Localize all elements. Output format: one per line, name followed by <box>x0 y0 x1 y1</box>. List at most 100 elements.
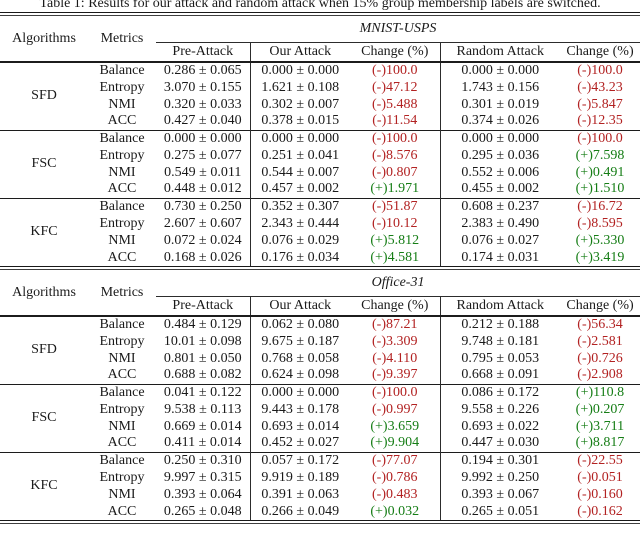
change-our-attack: (-)11.54 <box>372 113 418 129</box>
column-header-change-our: Change (%) <box>361 297 429 313</box>
value-pre-attack: 0.072 ± 0.024 <box>163 232 242 248</box>
column-header-change-random: Change (%) <box>566 43 634 59</box>
table-row: NMI 0.801 ± 0.050 0.768 ± 0.058 (-)4.110 0.7… <box>0 350 640 367</box>
value-random-attack: 0.194 ± 0.301 <box>439 452 560 469</box>
table-row: SFD Balance 0.484 ± 0.129 0.062 ± 0.080 (-)8… <box>0 316 640 357</box>
change-our-attack: (-)0.997 <box>372 401 418 417</box>
value-pre-attack: 2.607 ± 0.607 <box>163 215 242 231</box>
change-our-attack: (+)4.581 <box>370 249 420 265</box>
value-pre-attack: 0.320 ± 0.033 <box>163 96 242 112</box>
value-pre-attack: 0.484 ± 0.129 <box>163 317 242 332</box>
value-random-attack: 0.374 ± 0.026 <box>439 113 560 130</box>
value-random-attack: 0.668 ± 0.091 <box>439 367 560 384</box>
column-header-metrics: Metrics <box>100 30 144 46</box>
column-header-our-attack: Our Attack <box>249 296 350 316</box>
metric-label: Entropy <box>99 469 145 485</box>
table-row: ACC 0.688 ± 0.082 0.624 ± 0.098 (-)9.397 0.6… <box>0 367 640 384</box>
value-pre-attack: 10.01 ± 0.098 <box>163 333 242 349</box>
algorithm-group-sfd: SFD Balance 0.286 ± 0.065 0.000 ± 0.000 (-)1… <box>0 62 640 130</box>
algorithm-label: KFC <box>30 224 58 240</box>
table-row: NMI 0.549 ± 0.011 0.544 ± 0.007 (-)0.807 0.5… <box>0 164 640 181</box>
change-our-attack: (-)10.12 <box>372 215 418 231</box>
table-row: ACC 0.411 ± 0.014 0.452 ± 0.027 (+)9.904 0.4… <box>0 435 640 452</box>
value-pre-attack: 0.549 ± 0.011 <box>164 164 242 180</box>
metric-label: Entropy <box>99 401 145 417</box>
change-our-attack: (-)100.0 <box>372 63 418 78</box>
change-random-attack: (+)3.419 <box>575 249 625 265</box>
results-table-mnist-usps: Algorithms Metrics MNIST-USPS Pre-Attack… <box>0 16 640 266</box>
value-pre-attack: 0.669 ± 0.014 <box>163 418 242 434</box>
value-our-attack: 0.391 ± 0.063 <box>249 486 350 503</box>
section-divider-double-rule <box>0 266 640 270</box>
value-pre-attack: 3.070 ± 0.155 <box>163 79 242 95</box>
metric-label: NMI <box>108 486 136 502</box>
table-header: Algorithms Metrics Office-31 Pre-Attack … <box>0 270 640 316</box>
metric-label: Balance <box>99 198 145 214</box>
value-our-attack: 0.457 ± 0.002 <box>249 181 350 198</box>
value-our-attack: 0.076 ± 0.029 <box>249 232 350 249</box>
metric-label: NMI <box>108 164 136 180</box>
value-our-attack: 0.251 ± 0.041 <box>249 147 350 164</box>
value-random-attack: 0.000 ± 0.000 <box>439 62 560 79</box>
metric-label: NMI <box>108 350 136 366</box>
change-random-attack: (-)100.0 <box>577 63 623 78</box>
table-caption-text: Table 1: Results for our attack and rand… <box>39 0 601 11</box>
value-random-attack: 0.608 ± 0.237 <box>439 198 560 215</box>
table-row: SFD Balance 0.286 ± 0.065 0.000 ± 0.000 (-)1… <box>0 62 640 103</box>
value-our-attack: 0.693 ± 0.014 <box>249 418 350 435</box>
value-our-attack: 0.057 ± 0.172 <box>249 452 350 469</box>
table-row: KFC Balance 0.250 ± 0.310 0.057 ± 0.172 (-)7… <box>0 452 640 493</box>
header-row-columns: Pre-Attack Our Attack Change (%) Random … <box>0 296 640 316</box>
column-header-pre-attack: Pre-Attack <box>172 297 234 313</box>
dataset-header-office-31: Office-31 <box>156 270 640 297</box>
value-pre-attack: 0.801 ± 0.050 <box>163 350 242 366</box>
change-our-attack: (-)5.488 <box>372 96 418 112</box>
metric-label: NMI <box>108 418 136 434</box>
change-our-attack: (+)3.659 <box>370 418 420 434</box>
value-our-attack: 9.919 ± 0.189 <box>249 469 350 486</box>
value-random-attack: 1.743 ± 0.156 <box>439 79 560 96</box>
table-row: FSC Balance 0.041 ± 0.122 0.000 ± 0.000 (-)1… <box>0 384 640 425</box>
value-pre-attack: 0.448 ± 0.012 <box>163 181 242 197</box>
table-row: Entropy 10.01 ± 0.098 9.675 ± 0.187 (-)3.30… <box>0 333 640 350</box>
column-header-metrics: Metrics <box>100 284 144 300</box>
column-header-random-attack: Random Attack <box>439 42 560 62</box>
value-our-attack: 0.768 ± 0.058 <box>249 350 350 367</box>
value-our-attack: 9.675 ± 0.187 <box>249 333 350 350</box>
value-random-attack: 0.693 ± 0.022 <box>439 418 560 435</box>
dataset-header-mnist-usps: MNIST-USPS <box>156 16 640 43</box>
value-random-attack: 0.455 ± 0.002 <box>439 181 560 198</box>
algorithm-label: SFD <box>31 342 57 358</box>
value-random-attack: 9.992 ± 0.250 <box>439 469 560 486</box>
value-our-attack: 0.624 ± 0.098 <box>249 367 350 384</box>
change-random-attack: (-)0.051 <box>577 469 623 485</box>
table-row: KFC Balance 0.730 ± 0.250 0.352 ± 0.307 (-)5… <box>0 198 640 239</box>
value-pre-attack: 0.168 ± 0.026 <box>163 249 242 265</box>
value-our-attack: 0.000 ± 0.000 <box>249 384 350 401</box>
change-our-attack: (-)87.21 <box>372 317 418 332</box>
column-header-algorithms: Algorithms <box>12 284 76 300</box>
algorithm-group-sfd: SFD Balance 0.484 ± 0.129 0.062 ± 0.080 (-)8… <box>0 316 640 384</box>
change-our-attack: (-)8.576 <box>372 147 418 163</box>
metric-label: ACC <box>107 435 137 451</box>
change-random-attack: (+)0.491 <box>575 164 625 180</box>
change-our-attack: (-)100.0 <box>372 384 418 400</box>
table-row: FSC Balance 0.000 ± 0.000 0.000 ± 0.000 (-)1… <box>0 130 640 171</box>
metric-label: ACC <box>107 249 137 265</box>
table-row: NMI 0.393 ± 0.064 0.391 ± 0.063 (-)0.483 0.3… <box>0 486 640 503</box>
change-our-attack: (-)4.110 <box>372 350 418 366</box>
change-random-attack: (-)56.34 <box>577 317 623 332</box>
change-random-attack: (+)5.330 <box>575 232 625 248</box>
value-random-attack: 0.212 ± 0.188 <box>439 316 560 333</box>
value-random-attack: 0.301 ± 0.019 <box>439 96 560 113</box>
algorithm-label: FSC <box>31 410 57 425</box>
table-header: Algorithms Metrics MNIST-USPS Pre-Attack… <box>0 16 640 62</box>
value-our-attack: 0.352 ± 0.307 <box>249 198 350 215</box>
change-random-attack: (+)7.598 <box>575 147 625 163</box>
change-random-attack: (-)0.162 <box>577 503 623 519</box>
change-random-attack: (+)3.711 <box>575 418 625 434</box>
results-table-office-31: Algorithms Metrics Office-31 Pre-Attack … <box>0 270 640 520</box>
value-random-attack: 0.447 ± 0.030 <box>439 435 560 452</box>
top-double-rule <box>0 12 640 16</box>
